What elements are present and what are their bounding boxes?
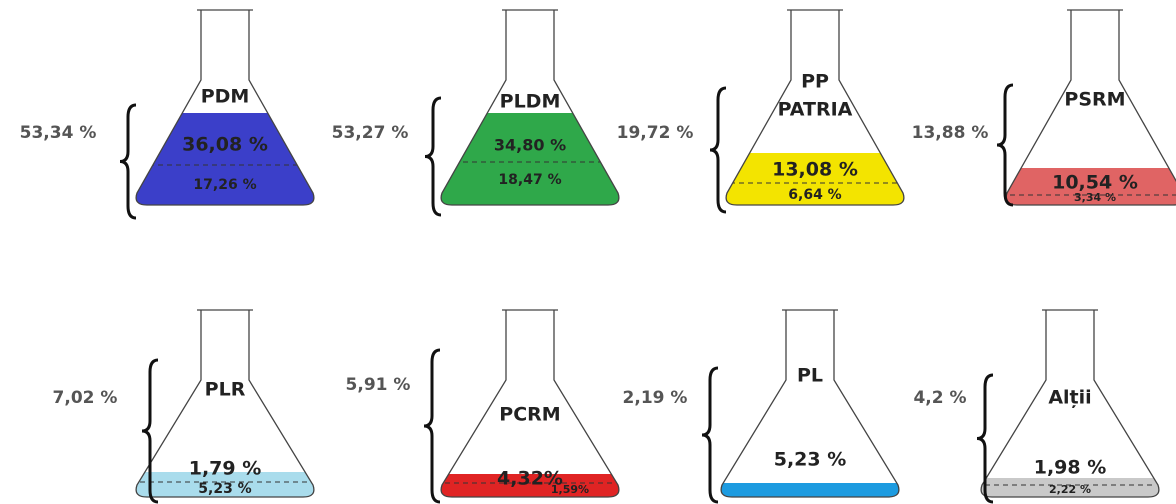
party-name: PP bbox=[801, 71, 829, 93]
lower-value: 17,26 % bbox=[193, 177, 256, 193]
lower-value: 6,64 % bbox=[788, 187, 841, 203]
party-name: PL bbox=[797, 365, 823, 387]
total-value: 4,2 % bbox=[913, 388, 966, 408]
lower-value: 1,59% bbox=[551, 483, 589, 496]
brace bbox=[424, 350, 440, 502]
party-name: PDM bbox=[201, 86, 250, 108]
brace bbox=[710, 88, 726, 212]
party-name: Alții bbox=[1048, 387, 1091, 409]
flask: PLR 1,79 %5,23 % bbox=[125, 310, 325, 499]
flask: Alții 1,98 % 2,22 % bbox=[970, 310, 1170, 499]
upper-value: 1,79 % bbox=[189, 458, 262, 480]
upper-value: 13,08 % bbox=[772, 159, 858, 181]
total-value: 19,72 % bbox=[617, 123, 694, 143]
total-value: 13,88 % bbox=[912, 123, 989, 143]
brace bbox=[425, 98, 441, 215]
party-name: PLR bbox=[205, 379, 246, 401]
party-name: PLDM bbox=[500, 91, 561, 113]
lower-value: 3,34 % bbox=[1074, 191, 1116, 204]
lower-value: 2,22 % bbox=[1049, 483, 1091, 496]
total-value: 53,27 % bbox=[332, 123, 409, 143]
total-value: 2,19 % bbox=[623, 388, 688, 408]
flask: PP PATRIA 13,08 % 6,64 % bbox=[715, 10, 915, 207]
upper-value: 1,98 % bbox=[1034, 457, 1107, 479]
party-name: PCRM bbox=[499, 404, 560, 426]
brace bbox=[702, 368, 718, 502]
brace bbox=[120, 105, 136, 218]
party-name: PATRIA bbox=[778, 99, 853, 121]
lower-value: 18,47 % bbox=[498, 172, 561, 188]
flask: PL 5,23 % bbox=[710, 310, 910, 499]
upper-value: 34,80 % bbox=[494, 136, 566, 155]
total-value: 53,34 % bbox=[20, 123, 97, 143]
total-value: 5,91 % bbox=[346, 375, 411, 395]
flask: PDM 36,08 % 17,26 % bbox=[125, 10, 325, 207]
upper-value: 5,23 % bbox=[774, 449, 847, 471]
upper-value: 36,08 % bbox=[182, 134, 268, 156]
party-name: PSRM bbox=[1064, 89, 1125, 111]
total-value: 7,02 % bbox=[53, 388, 118, 408]
lower-value: 5,23 % bbox=[198, 481, 251, 497]
infographic: PDM 36,08 % 17,26 % 53,34 % PLDM 34,80 % 18,47… bbox=[0, 0, 1176, 504]
flask: PLDM 34,80 % 18,47 % bbox=[430, 10, 630, 207]
